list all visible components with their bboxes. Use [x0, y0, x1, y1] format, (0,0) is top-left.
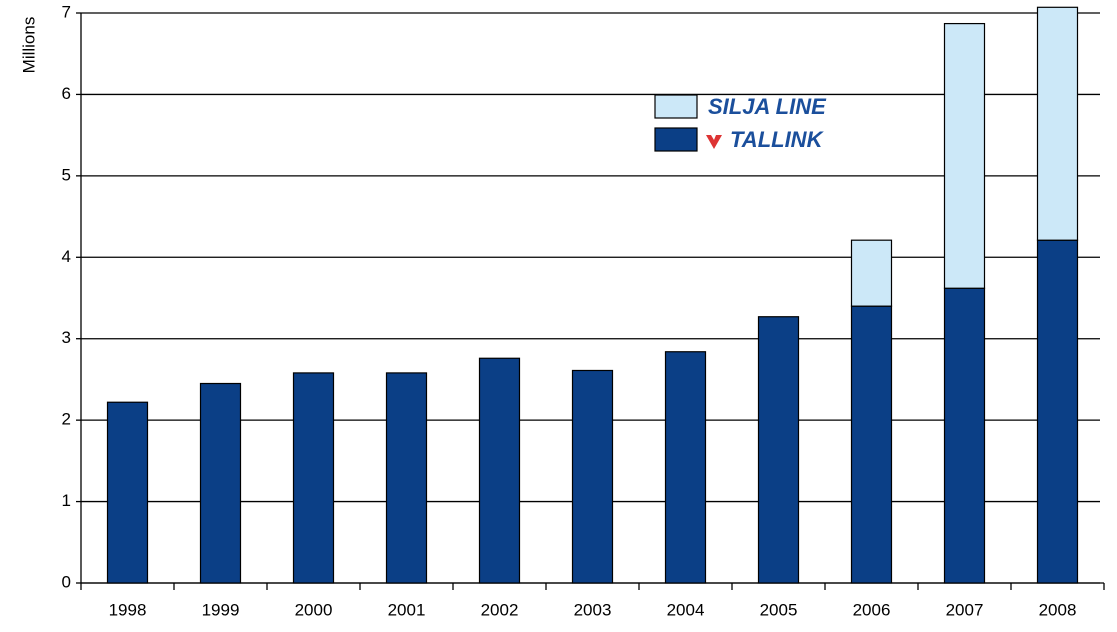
- bar-segment: [757, 316, 800, 584]
- legend-label: SILJA LINE: [708, 94, 827, 119]
- x-tick-label: 2002: [481, 600, 519, 619]
- bar-segment: [478, 357, 521, 584]
- bar-segment: [850, 305, 893, 584]
- y-tick-label: 2: [62, 410, 71, 429]
- legend-swatch: [654, 94, 698, 119]
- x-tick-label: 1998: [109, 600, 147, 619]
- bar-segment: [850, 239, 893, 307]
- x-tick-label: 2006: [853, 600, 891, 619]
- bar-segment: [664, 351, 707, 584]
- bar-segment: [1036, 239, 1079, 584]
- bar-segment: [106, 401, 149, 584]
- y-tick-label: 1: [62, 491, 71, 510]
- x-tick-label: 2003: [574, 600, 612, 619]
- bar-segment: [943, 22, 986, 289]
- logo-icon: [706, 135, 722, 149]
- x-tick-label: 2005: [760, 600, 798, 619]
- bar-segment: [199, 382, 242, 584]
- y-tick-label: 7: [62, 2, 71, 21]
- legend-swatch: [654, 127, 698, 152]
- legend-label: TALLINK: [730, 127, 825, 152]
- y-tick-label: 0: [62, 572, 71, 591]
- bar-segment: [292, 372, 335, 584]
- x-tick-label: 2008: [1039, 600, 1077, 619]
- bar-segment: [385, 372, 428, 584]
- y-tick-label: 4: [62, 247, 71, 266]
- x-tick-label: 2001: [388, 600, 426, 619]
- x-tick-label: 1999: [202, 600, 240, 619]
- y-tick-label: 3: [62, 328, 71, 347]
- x-tick-label: 2004: [667, 600, 705, 619]
- x-tick-label: 2007: [946, 600, 984, 619]
- bar-segment: [571, 369, 614, 584]
- y-axis-label: Millions: [19, 17, 38, 74]
- y-tick-label: 6: [62, 84, 71, 103]
- bar-segment: [943, 287, 986, 584]
- bar-segment: [1036, 6, 1079, 241]
- y-tick-label: 5: [62, 165, 71, 184]
- x-tick-label: 2000: [295, 600, 333, 619]
